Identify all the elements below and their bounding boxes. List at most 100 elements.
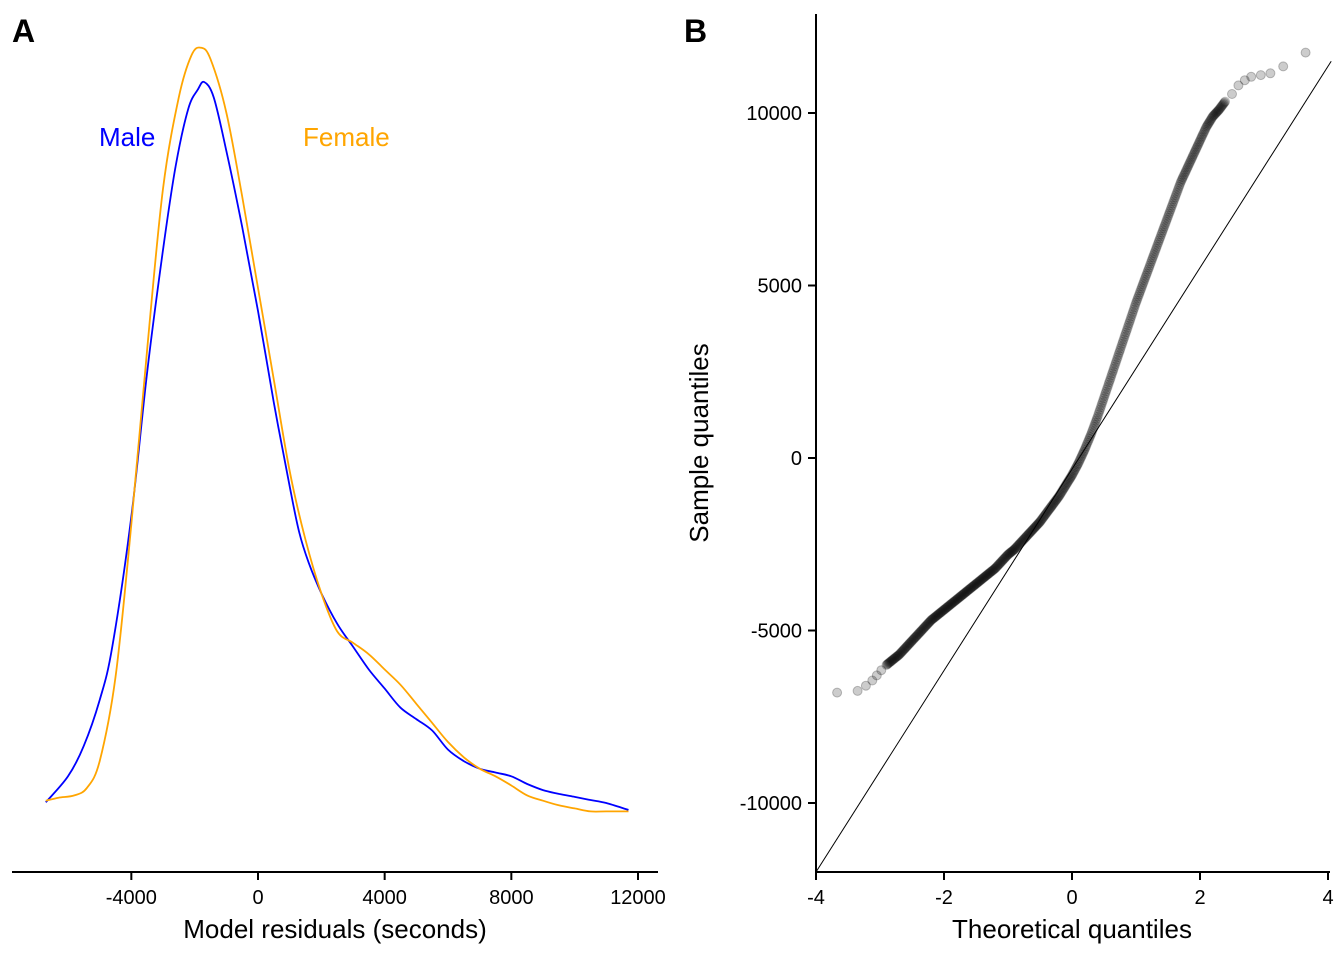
qq-point	[1146, 256, 1157, 267]
qq-point	[977, 573, 988, 584]
panel-a-density-plot: -4000 0 4000 8000 12000 Model residuals (sec…	[12, 46, 666, 944]
qq-point	[972, 577, 983, 588]
qq-point	[1239, 75, 1250, 86]
qq-point	[1005, 547, 1016, 558]
qq-point	[1035, 515, 1046, 526]
qq-point	[896, 646, 907, 657]
panel-b-x-tick-label: 4	[1322, 887, 1333, 909]
panel-b-x-tick-label: 2	[1194, 887, 1205, 909]
qq-point	[1024, 528, 1035, 539]
qq-point	[1137, 279, 1148, 290]
panel-label-b: B	[684, 13, 707, 49]
qq-point	[1038, 512, 1049, 523]
qq-point	[913, 628, 924, 639]
qq-point	[901, 641, 912, 652]
qq-point	[907, 635, 918, 646]
qq-point	[895, 648, 906, 659]
qq-point	[954, 592, 965, 603]
qq-point	[983, 568, 994, 579]
qq-point	[890, 652, 901, 663]
qq-point	[906, 636, 917, 647]
qq-point	[960, 587, 971, 598]
qq-point	[993, 559, 1004, 570]
qq-point	[1233, 80, 1244, 91]
qq-point	[1089, 419, 1100, 430]
qq-point	[1204, 117, 1214, 128]
qq-point	[1076, 451, 1087, 462]
qq-point	[963, 584, 974, 595]
qq-point	[1165, 204, 1176, 215]
qq-point	[1177, 174, 1188, 185]
panel-b-y-tick-label: 0	[791, 448, 802, 470]
qq-point	[1091, 413, 1102, 424]
qq-point	[1205, 115, 1216, 126]
qq-point	[1121, 327, 1131, 338]
qq-point	[1114, 347, 1125, 358]
qq-point	[925, 615, 936, 626]
qq-point	[1185, 156, 1196, 166]
qq-point	[1170, 190, 1181, 201]
qq-point	[1141, 270, 1151, 281]
qq-point	[1181, 164, 1192, 175]
qq-point	[1111, 354, 1122, 365]
qq-point	[998, 554, 1009, 564]
qq-point	[1182, 162, 1193, 173]
qq-point	[1202, 120, 1213, 131]
qq-point	[929, 612, 939, 623]
qq-point	[1114, 345, 1125, 356]
qq-point	[1001, 551, 1012, 562]
qq-point	[989, 563, 1000, 574]
qq-point	[1008, 545, 1019, 556]
qq-point	[950, 595, 961, 606]
qq-point	[1191, 142, 1202, 153]
qq-point	[1108, 366, 1118, 377]
qq-point	[911, 631, 922, 642]
qq-point	[936, 606, 947, 617]
qq-point	[832, 687, 843, 698]
qq-point	[1209, 109, 1220, 120]
qq-point	[970, 579, 981, 590]
qq-point	[1197, 131, 1207, 142]
qq-point	[942, 601, 953, 612]
qq-point	[1075, 453, 1086, 464]
qq-point	[935, 607, 946, 618]
qq-point	[935, 607, 946, 618]
qq-point	[1155, 231, 1166, 242]
qq-point	[903, 639, 914, 650]
qq-point	[918, 623, 929, 634]
qq-point	[985, 567, 996, 578]
panel-b-x-axis-title: Theoretical quantiles	[952, 914, 1192, 944]
qq-point	[882, 659, 893, 670]
qq-point	[927, 614, 938, 625]
qq-point	[969, 580, 979, 591]
qq-point	[915, 627, 926, 637]
qq-point	[932, 609, 943, 620]
qq-point	[956, 590, 967, 601]
qq-point	[1128, 304, 1139, 315]
qq-point	[899, 644, 910, 655]
qq-point	[1173, 183, 1184, 194]
qq-point	[945, 599, 956, 610]
qq-point	[979, 571, 990, 582]
qq-point	[924, 617, 935, 628]
qq-point	[916, 626, 926, 637]
panel-b-x-ticks: -4 -2 0 2 4	[807, 872, 1334, 909]
qq-point	[1123, 320, 1134, 331]
qq-point	[1152, 239, 1163, 250]
qq-point	[943, 601, 954, 612]
qq-point	[1012, 540, 1023, 551]
qq-point	[1138, 277, 1149, 287]
qq-point	[1203, 118, 1214, 129]
qq-point	[1107, 368, 1118, 379]
qq-point	[1118, 334, 1129, 345]
qq-point	[1164, 208, 1174, 219]
panel-b-y-tick-label: 5000	[758, 276, 803, 298]
qq-point	[1161, 217, 1171, 227]
qq-point	[1184, 157, 1195, 168]
qq-point	[1037, 513, 1048, 524]
qq-point	[1154, 235, 1164, 246]
qq-point	[1206, 113, 1217, 124]
qq-point	[1227, 89, 1237, 99]
qq-reference-line	[815, 60, 1332, 873]
qq-point	[921, 620, 932, 631]
